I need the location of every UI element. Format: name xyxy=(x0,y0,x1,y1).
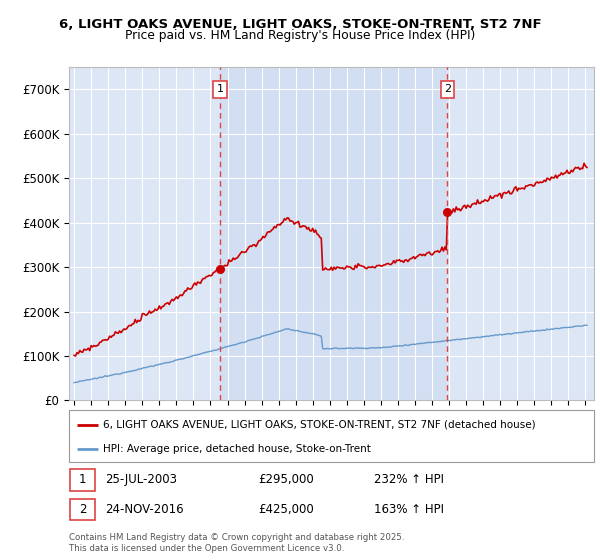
Text: Contains HM Land Registry data © Crown copyright and database right 2025.
This d: Contains HM Land Registry data © Crown c… xyxy=(69,533,404,553)
Text: 163% ↑ HPI: 163% ↑ HPI xyxy=(373,503,443,516)
Text: 232% ↑ HPI: 232% ↑ HPI xyxy=(373,473,443,487)
Bar xyxy=(70,499,95,520)
Bar xyxy=(220,67,448,400)
Text: £295,000: £295,000 xyxy=(258,473,314,487)
Text: 6, LIGHT OAKS AVENUE, LIGHT OAKS, STOKE-ON-TRENT, ST2 7NF (detached house): 6, LIGHT OAKS AVENUE, LIGHT OAKS, STOKE-… xyxy=(103,419,536,430)
Text: 25-JUL-2003: 25-JUL-2003 xyxy=(105,473,176,487)
Text: 1: 1 xyxy=(217,85,224,95)
Bar xyxy=(70,469,95,491)
Text: 1: 1 xyxy=(79,473,86,487)
Text: 2: 2 xyxy=(444,85,451,95)
Text: 2: 2 xyxy=(79,503,86,516)
Text: 6, LIGHT OAKS AVENUE, LIGHT OAKS, STOKE-ON-TRENT, ST2 7NF: 6, LIGHT OAKS AVENUE, LIGHT OAKS, STOKE-… xyxy=(59,18,541,31)
Text: £425,000: £425,000 xyxy=(258,503,314,516)
Text: HPI: Average price, detached house, Stoke-on-Trent: HPI: Average price, detached house, Stok… xyxy=(103,444,371,454)
Text: 24-NOV-2016: 24-NOV-2016 xyxy=(105,503,184,516)
Text: Price paid vs. HM Land Registry's House Price Index (HPI): Price paid vs. HM Land Registry's House … xyxy=(125,29,475,42)
